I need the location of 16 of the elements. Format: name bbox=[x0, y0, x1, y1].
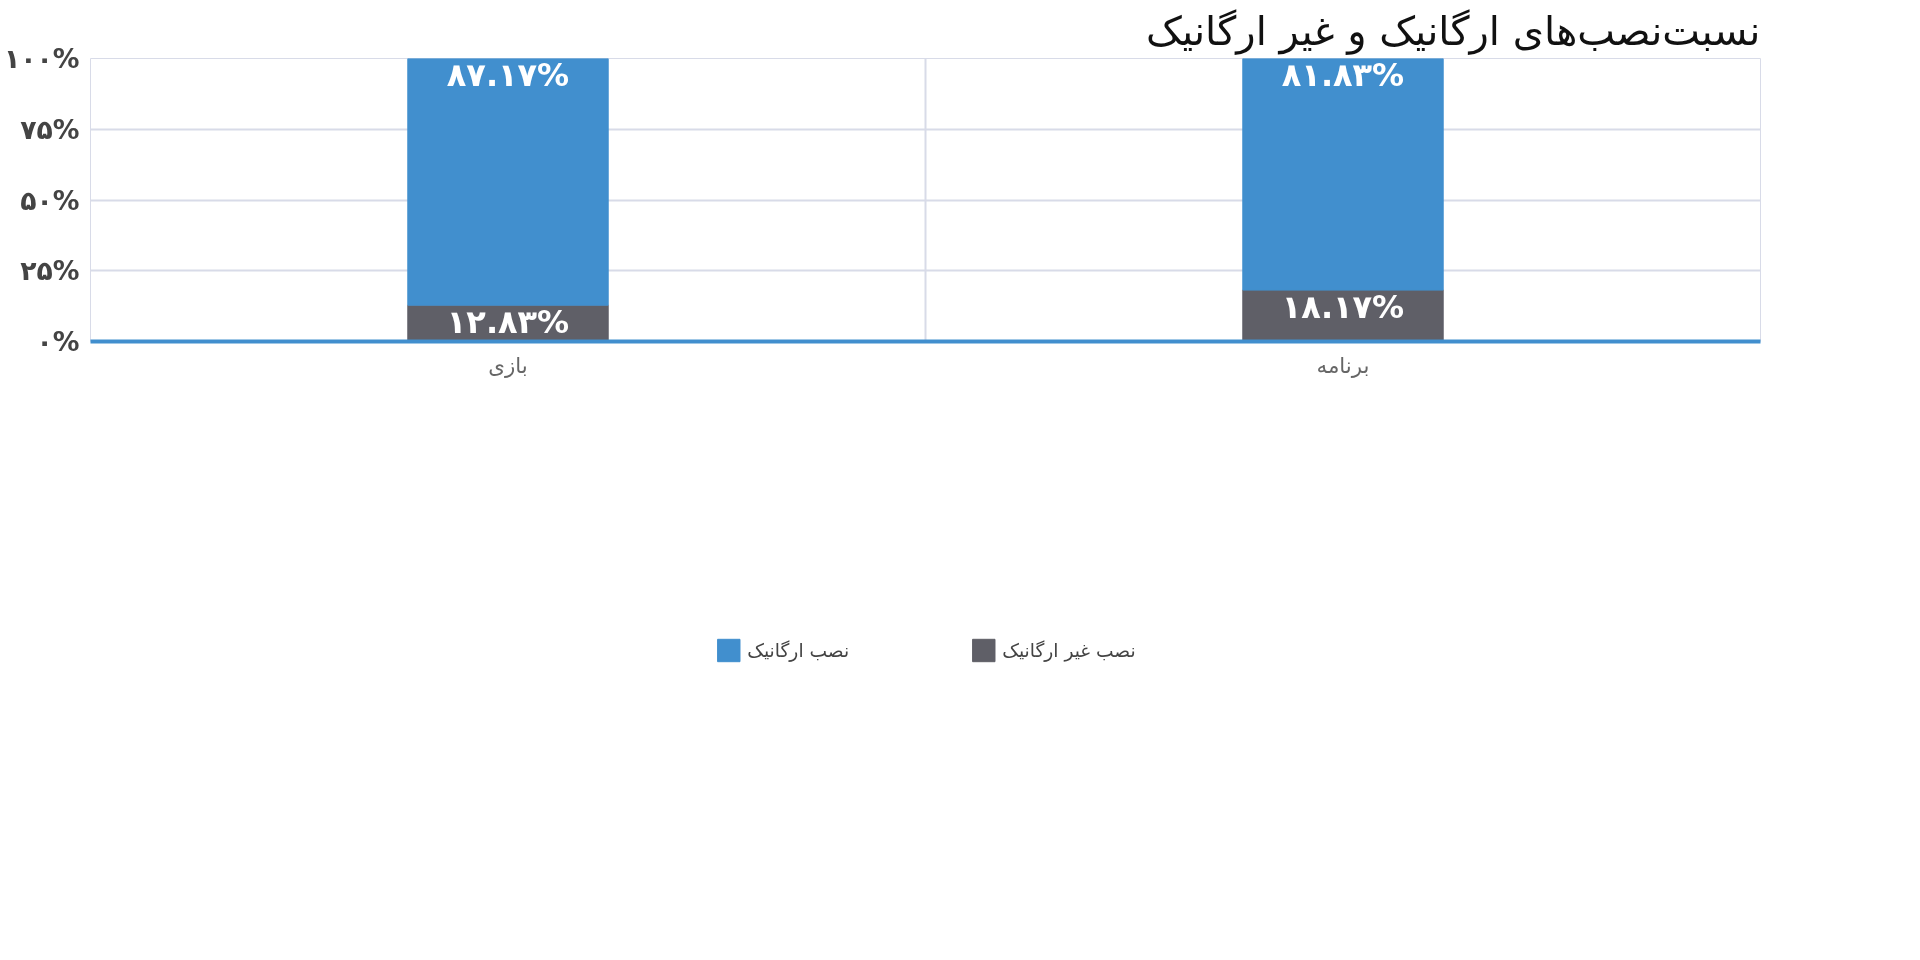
data-label: ۸۱.۸۳% bbox=[1281, 56, 1405, 95]
y-tick-label: ۲۵% bbox=[20, 255, 80, 287]
x-tick-label: بازی bbox=[488, 352, 528, 378]
y-tick-label: ۰% bbox=[36, 326, 80, 357]
y-tick-label: ۵۰% bbox=[20, 184, 80, 216]
legend-label: نصب غیر ارگانیک bbox=[1002, 639, 1136, 661]
x-tick-label: برنامه bbox=[1316, 352, 1370, 378]
legend-label: نصب ارگانیک bbox=[747, 639, 850, 661]
data-label: ۸۷.۱۷% bbox=[446, 56, 570, 95]
bar bbox=[1242, 58, 1444, 291]
bar bbox=[407, 58, 609, 306]
chart-title: نسبت‌نصب‌های ارگانیک و غیر ارگانیک bbox=[1146, 7, 1761, 55]
y-tick-label: ۱۰۰% bbox=[3, 43, 80, 74]
data-label: ۱۸.۱۷% bbox=[1281, 288, 1405, 327]
data-label: ۱۲.۸۳% bbox=[446, 303, 570, 342]
y-tick-label: ۷۵% bbox=[20, 113, 80, 145]
